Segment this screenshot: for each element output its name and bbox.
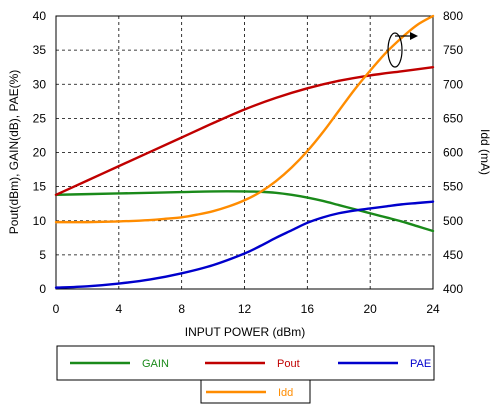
x-tick-label: 20 <box>363 302 377 316</box>
y-axis-ticks: 0 5 10 15 20 25 30 35 40 <box>33 9 47 296</box>
legend-label-pout: Pout <box>277 358 300 370</box>
x-tick-label: 8 <box>178 302 185 316</box>
x-tick-label: 24 <box>426 302 440 316</box>
y-tick-label: 20 <box>33 146 47 160</box>
series-line-gain <box>54 190 435 233</box>
x-axis-ticks: 0 4 8 12 16 20 24 <box>53 302 440 316</box>
y-tick-label: 30 <box>33 77 47 91</box>
y2-axis-ticks: 400 450 500 550 600 650 700 750 800 <box>443 9 463 296</box>
y2-tick-label: 400 <box>443 282 463 296</box>
y2-tick-label: 500 <box>443 214 463 228</box>
y2-tick-label: 550 <box>443 180 463 194</box>
y-tick-label: 0 <box>39 282 46 296</box>
series-line-idd <box>54 14 435 224</box>
y2-axis-label: Idd (mA) <box>478 129 491 175</box>
plot-frame <box>55 15 434 290</box>
y2-tick-label: 750 <box>443 43 463 57</box>
y2-tick-label: 700 <box>443 77 463 91</box>
y-tick-label: 15 <box>33 180 47 194</box>
y-tick-label: 5 <box>39 248 46 262</box>
x-axis-label: INPUT POWER (dBm) <box>185 325 305 339</box>
y2-tick-label: 600 <box>443 146 463 160</box>
y-tick-label: 10 <box>33 214 47 228</box>
series-line-pout <box>54 65 435 197</box>
y-tick-label: 25 <box>33 111 47 125</box>
y2-tick-label: 650 <box>443 111 463 125</box>
legend-label-idd: Idd <box>278 387 293 399</box>
x-tick-label: 12 <box>238 302 252 316</box>
right-axis-arrow-annotation <box>387 32 418 68</box>
y-axis-label: Pout(dBm), GAIN(dB), PAE(%) <box>7 70 21 234</box>
x-tick-label: 16 <box>301 302 315 316</box>
y2-tick-label: 450 <box>443 248 463 262</box>
y-tick-label: 40 <box>33 9 47 23</box>
series-lines <box>54 14 435 289</box>
legend-label-pae: PAE <box>410 358 431 370</box>
legend-label-gain: GAIN <box>142 358 169 370</box>
x-tick-label: 0 <box>53 302 60 316</box>
x-tick-label: 4 <box>115 302 122 316</box>
y-tick-label: 35 <box>33 43 47 57</box>
legend: GAIN Pout PAE Idd <box>56 345 435 404</box>
series-line-pae <box>54 200 435 289</box>
y2-tick-label: 800 <box>443 9 463 23</box>
